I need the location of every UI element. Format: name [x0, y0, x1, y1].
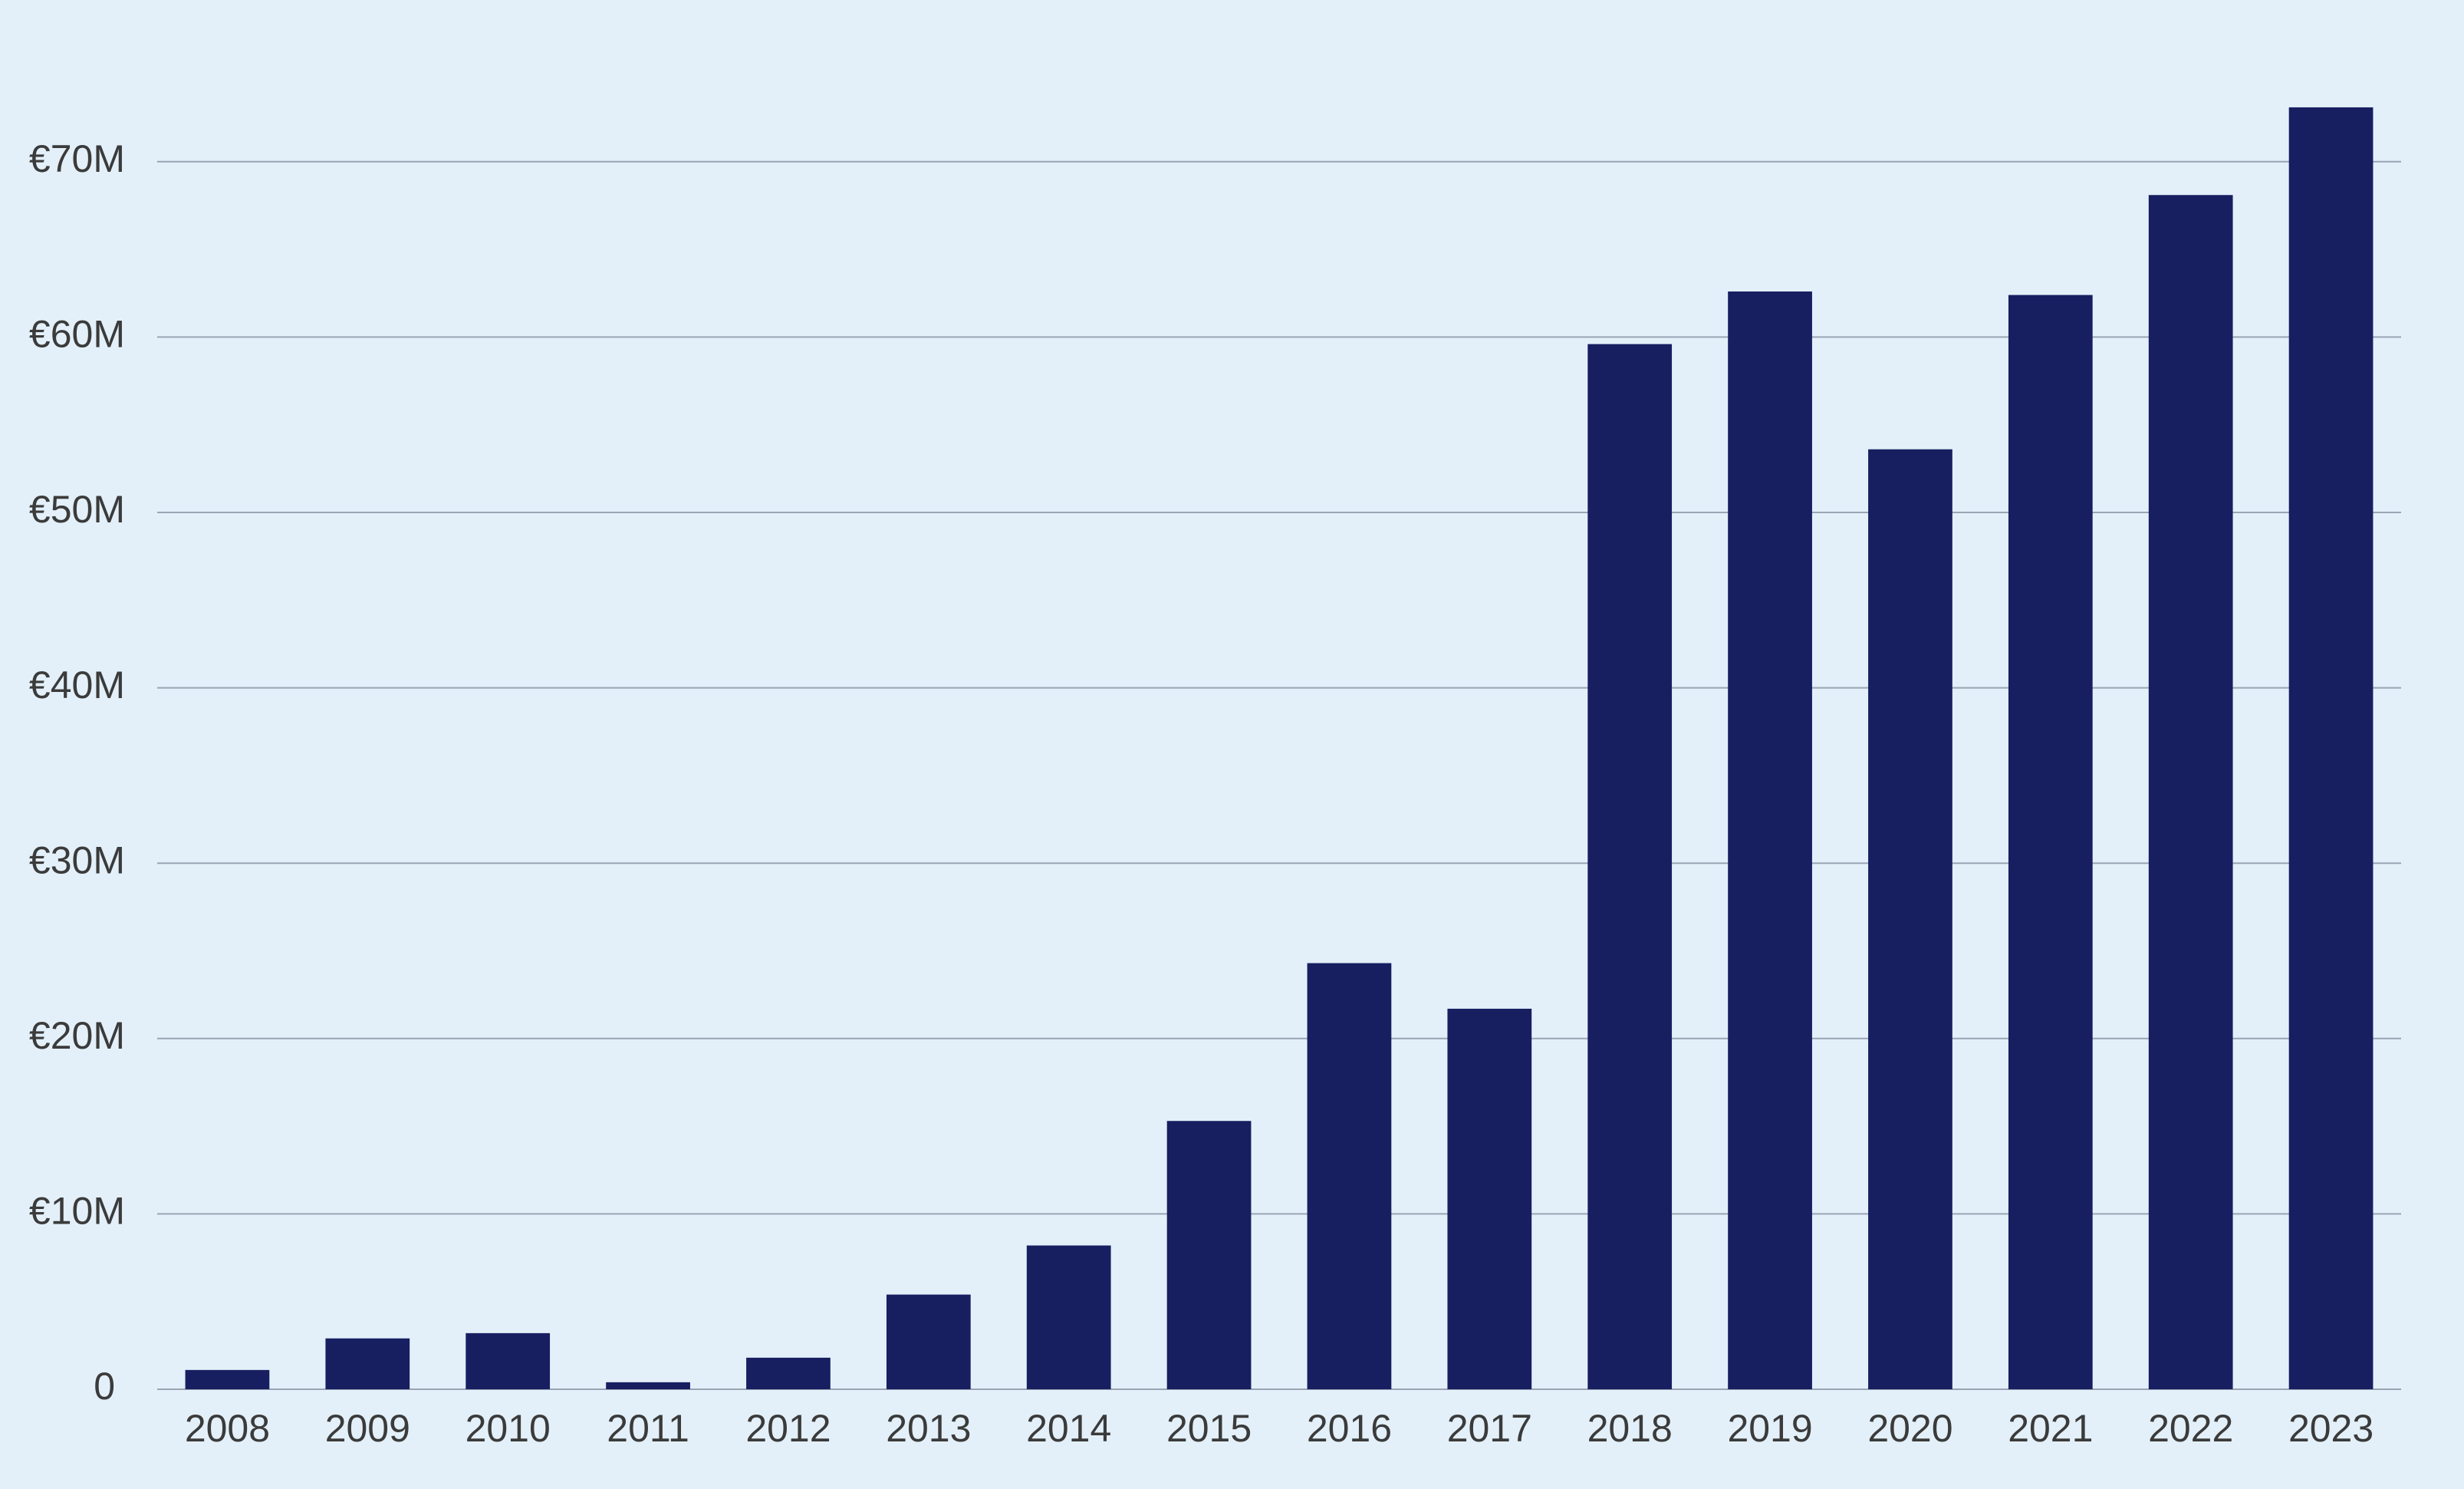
- bar-2019: [1728, 291, 1812, 1389]
- bar-2012: [746, 1357, 831, 1389]
- y-axis-labels: 0 €10M €20M €30M €40M €50M €60M €70M: [29, 137, 125, 1408]
- x-tick-label: 2014: [1026, 1407, 1111, 1450]
- bar-2016: [1307, 963, 1392, 1389]
- x-tick-label: 2020: [1867, 1407, 1952, 1450]
- y-tick-label: €20M: [29, 1014, 125, 1057]
- y-tick-label: €10M: [29, 1190, 125, 1233]
- x-tick-label: 2013: [886, 1407, 971, 1450]
- x-tick-label: 2023: [2288, 1407, 2374, 1450]
- y-tick-label: 0: [94, 1365, 115, 1408]
- bar-2013: [886, 1294, 971, 1389]
- x-tick-label: 2011: [607, 1407, 689, 1450]
- x-tick-label: 2010: [465, 1407, 551, 1450]
- bar-2010: [465, 1333, 551, 1389]
- y-tick-label: €40M: [29, 664, 125, 707]
- x-axis-labels: 2008 2009 2010 2011 2012 2013 2014 2015 2016 2017…: [185, 1407, 2374, 1450]
- y-tick-label: €70M: [29, 137, 125, 180]
- x-tick-label: 2015: [1166, 1407, 1252, 1450]
- x-tick-label: 2012: [745, 1407, 831, 1450]
- bar-2015: [1166, 1121, 1252, 1389]
- bar-2018: [1587, 344, 1673, 1390]
- x-tick-label: 2008: [185, 1407, 270, 1450]
- x-tick-label: 2019: [1727, 1407, 1812, 1450]
- y-tick-label: €30M: [29, 838, 125, 881]
- x-tick-label: 2021: [2008, 1407, 2093, 1450]
- x-tick-label: 2016: [1307, 1407, 1392, 1450]
- bar-2009: [325, 1338, 410, 1389]
- y-tick-label: €50M: [29, 488, 125, 531]
- bar-2008: [185, 1369, 270, 1389]
- x-tick-label: 2009: [325, 1407, 410, 1450]
- gridlines: [157, 160, 2401, 1390]
- y-tick-label: €60M: [29, 313, 125, 356]
- bar-2011: [606, 1382, 690, 1389]
- bar-2023: [2288, 107, 2374, 1390]
- x-tick-label: 2017: [1447, 1407, 1532, 1450]
- bar-2020: [1868, 449, 1952, 1389]
- x-tick-label: 2022: [2148, 1407, 2233, 1450]
- bar-2014: [1026, 1245, 1111, 1389]
- bar-2017: [1447, 1008, 1532, 1389]
- bar-2021: [2008, 295, 2093, 1389]
- bars: [185, 107, 2374, 1390]
- bar-2022: [2148, 195, 2233, 1389]
- x-tick-label: 2018: [1587, 1407, 1673, 1450]
